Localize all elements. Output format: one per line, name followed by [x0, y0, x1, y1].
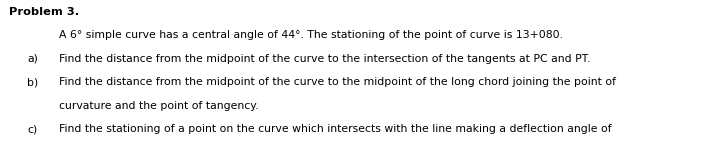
- Text: Find the distance from the midpoint of the curve to the intersection of the tang: Find the distance from the midpoint of t…: [59, 54, 590, 64]
- Text: Find the distance from the midpoint of the curve to the midpoint of the long cho: Find the distance from the midpoint of t…: [59, 77, 616, 87]
- Text: a): a): [27, 54, 38, 64]
- Text: curvature and the point of tangency.: curvature and the point of tangency.: [59, 101, 258, 111]
- Text: b): b): [27, 77, 39, 87]
- Text: Find the stationing of a point on the curve which intersects with the line makin: Find the stationing of a point on the cu…: [59, 124, 612, 134]
- Text: c): c): [27, 124, 37, 134]
- Text: A 6° simple curve has a central angle of 44°. The stationing of the point of cur: A 6° simple curve has a central angle of…: [59, 30, 563, 40]
- Text: Problem 3.: Problem 3.: [9, 7, 79, 17]
